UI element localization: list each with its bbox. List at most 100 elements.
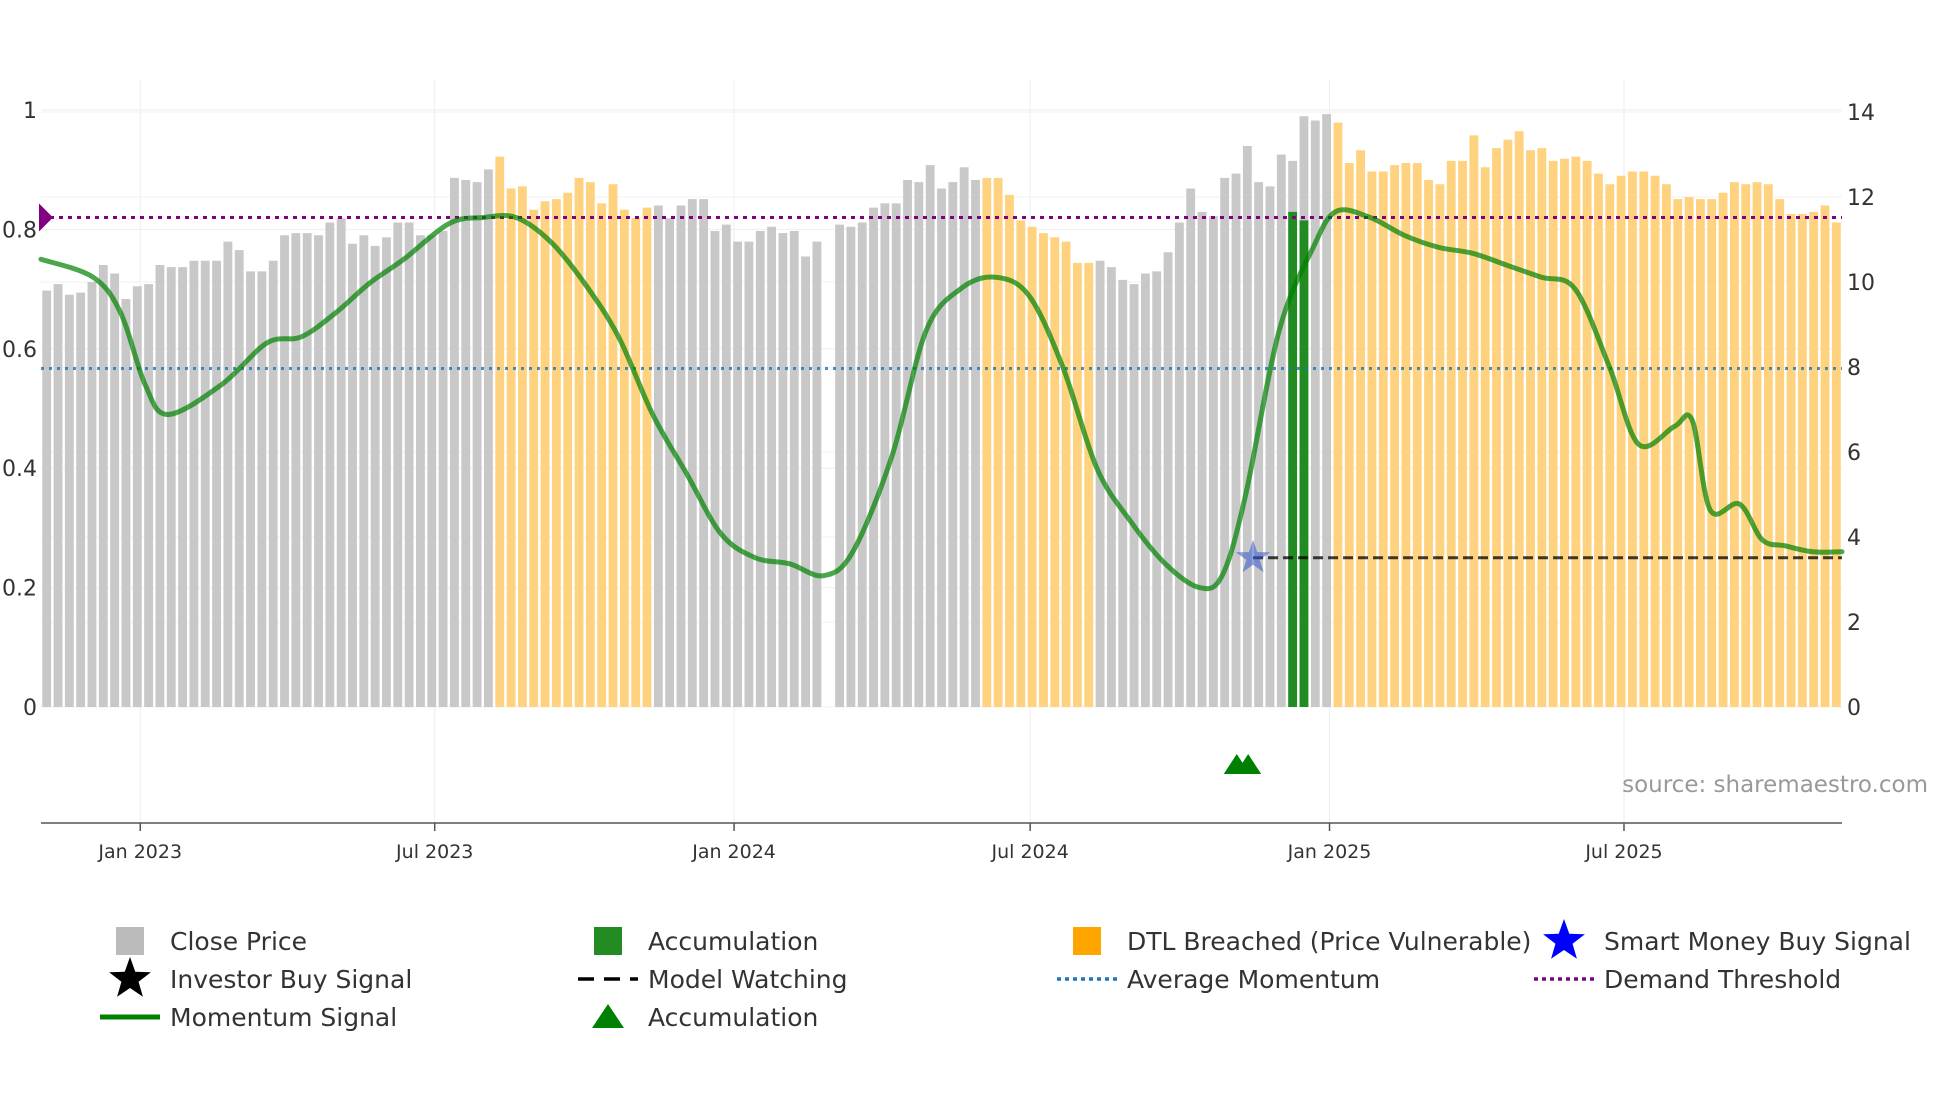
legend-item: Average Momentum [1057,965,1380,994]
close-price-bar [857,222,867,707]
close-price-bar [1208,216,1218,707]
close-price-bar [246,271,255,707]
close-price-bar [880,203,890,707]
legend-label: DTL Breached (Price Vulnerable) [1127,927,1531,956]
dtl-breached-bar [1027,226,1037,707]
close-price-bar [234,250,244,707]
close-price-bar [1231,173,1241,707]
dtl-breached-bar [1514,131,1524,707]
close-price-bar [801,256,810,707]
close-price-bar [178,267,188,707]
right-axis-ticks: 0 2 4 6 8 10 12 14 [1847,101,1875,721]
close-price-bar [1220,177,1230,707]
right-tick-label: 8 [1847,356,1861,381]
dtl-breached-bar [1718,192,1728,707]
left-tick-label: 0.6 [2,338,37,363]
dtl-breached-bar [1560,158,1569,707]
dtl-breached-bar [495,156,505,707]
legend-label: Average Momentum [1127,965,1380,994]
dtl-breached-bar [1707,199,1717,707]
dtl-breached-bar [1412,163,1422,707]
close-price-bar [971,180,980,707]
dtl-breached-bar [1605,184,1615,707]
close-price-bar [212,260,221,707]
close-price-bar [359,235,369,707]
dtl-breached-bar [1016,220,1026,707]
dtl-breached-bar [1582,160,1592,707]
close-price-bar [189,260,199,707]
dtl-breached-bar [1390,165,1399,707]
dtl-breached-bar [619,209,629,707]
close-price-bar [325,222,335,707]
close-price-bar [348,243,357,707]
accumulation-bar [1288,211,1298,707]
close-price-bar [472,182,482,707]
close-price-bar [653,205,663,707]
close-price-bar [393,222,403,707]
close-price-bar [144,284,154,707]
left-tick-label: 0 [23,696,37,721]
close-price-bar [937,188,946,707]
momentum-signal-line [38,207,1845,592]
close-price-bar [1174,222,1184,707]
dtl-breached-bar [1469,135,1479,707]
close-price-bar [676,205,686,707]
dtl-breached-bar [1548,160,1558,707]
close-price-bar [64,294,74,707]
dtl-breached-bar [993,177,1003,707]
close-price-bar [1140,273,1150,707]
dtl-breached-bar [1061,241,1071,707]
legend-item: Smart Money Buy Signal [1543,919,1911,959]
legend-label: Accumulation [648,1003,818,1032]
accumulation-triangle-marker [1235,754,1262,774]
dtl-breached-bar [1503,139,1513,707]
close-price-bar [1322,114,1332,707]
close-price-bar [98,265,108,707]
dtl-breached-bar [551,199,561,707]
source-annotation: source: sharemaestro.com [1622,772,1928,798]
close-price-bar [155,265,165,707]
close-price-bar [1106,267,1116,707]
close-price-bar [1254,182,1264,707]
dtl-breached-bar [1786,214,1796,707]
close-price-bar [336,218,346,707]
dtl-breached-bar [1797,214,1807,707]
close-price-bar [959,167,969,707]
close-price-bar [257,271,267,707]
dtl-breached-bar [1356,150,1366,707]
dtl-breached-bar [1005,194,1014,707]
dtl-breached-bar [1401,163,1411,707]
dtl-breached-bar [1480,167,1490,707]
x-tick-label: Jan 2024 [691,841,776,863]
dtl-breached-bar [1662,184,1671,707]
close-price-bar [1265,186,1275,707]
close-price-bar [665,218,675,707]
close-price-bar [699,199,709,707]
dtl-breached-bar [517,186,527,707]
close-price-bar [1152,271,1162,707]
dtl-breached-bar [1741,184,1751,707]
left-tick-label: 0.8 [2,218,37,243]
close-price-bar [450,177,459,707]
legend-star-icon [1543,919,1585,959]
dtl-breached-bar [608,184,618,707]
close-price-bar [1276,154,1286,707]
close-price-bar [846,226,856,707]
smart-money-buy-signal-star [1235,539,1271,573]
right-tick-label: 10 [1847,271,1875,296]
dtl-breached-bar [1809,211,1819,707]
dtl-breached-bar [585,182,595,707]
x-tick-label: Jul 2025 [1584,841,1662,863]
close-price-bar [132,286,142,707]
close-price-bar [110,273,120,707]
close-price-bar [42,290,52,707]
close-price-bar [778,233,788,707]
dtl-breached-bar [574,177,584,707]
close-price-bar [1310,120,1320,707]
dtl-breached-bar [1571,156,1581,707]
dtl-breached-bar [1639,171,1649,707]
close-price-bar [925,165,935,707]
dtl-breached-bar [529,209,539,707]
close-price-bar [76,292,86,707]
x-tick-label: Jan 2023 [97,841,182,863]
